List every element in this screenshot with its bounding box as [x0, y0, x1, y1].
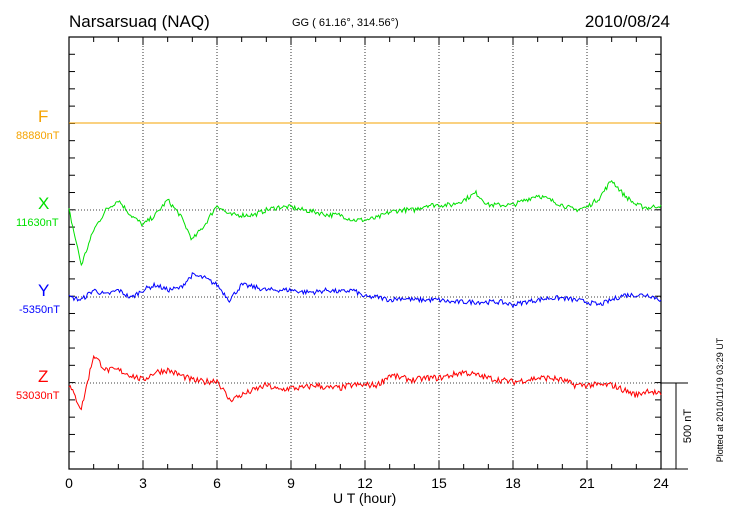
x-tick-label: 18 — [505, 475, 521, 491]
x-tick-label: 9 — [287, 475, 295, 491]
x-tick-label: 12 — [357, 475, 373, 491]
plot-date: 2010/08/24 — [584, 12, 670, 31]
x-tick-label: 6 — [213, 475, 221, 491]
series-baseline-y: -5350nT — [19, 304, 60, 316]
x-axis-label: U T (hour) — [333, 490, 397, 506]
station-title: Narsarsuaq (NAQ) — [69, 12, 210, 31]
series-label-z: Z — [38, 367, 49, 386]
series-line-y — [68, 272, 662, 309]
series-baseline-f: 88880nT — [16, 130, 60, 142]
series-label-x: X — [38, 194, 50, 213]
x-tick-label: 21 — [579, 475, 595, 491]
x-tick-label: 24 — [653, 475, 669, 491]
series-label-f: F — [38, 107, 49, 126]
x-tick-label: 0 — [65, 475, 73, 491]
series-line-x — [68, 179, 662, 267]
series-baseline-z: 53030nT — [16, 390, 60, 402]
geographic-coordinates: GG ( 61.16°, 314.56°) — [292, 17, 399, 29]
series-line-z — [68, 354, 662, 411]
series-baseline-x: 11630nT — [16, 217, 59, 229]
series-label-y: Y — [38, 281, 50, 300]
x-tick-label: 15 — [431, 475, 447, 491]
x-tick-label: 3 — [139, 475, 147, 491]
